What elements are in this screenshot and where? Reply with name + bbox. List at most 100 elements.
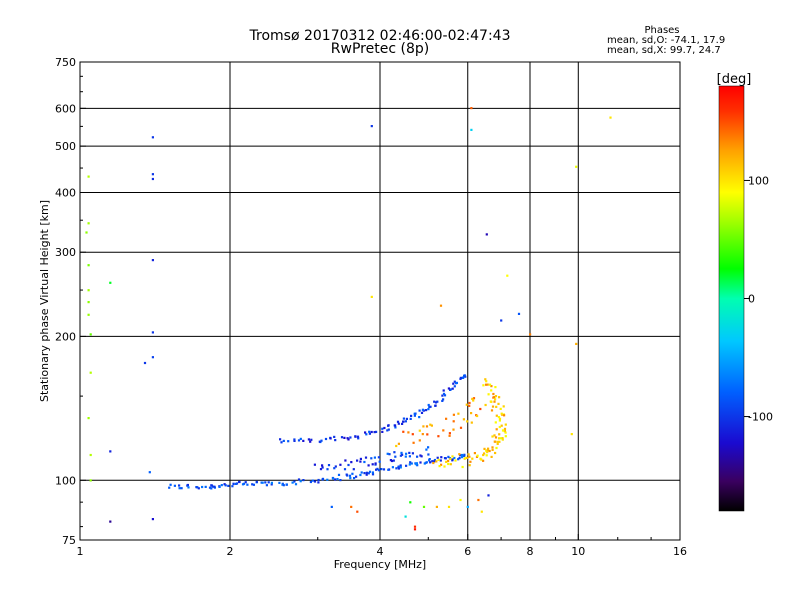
data-point [89,453,92,457]
data-point [452,413,455,416]
data-point [439,459,442,462]
data-point [394,424,397,427]
data-point [351,472,354,475]
data-point [291,481,294,484]
data-point [486,449,489,452]
data-point [394,455,397,458]
data-point [438,465,441,468]
data-point [320,439,323,442]
data-point [224,484,227,487]
data-point [466,505,469,508]
data-point [397,467,400,470]
data-point [441,399,444,402]
data-point [261,481,264,484]
data-point [407,431,410,434]
data-point [349,477,352,480]
data-point [491,435,494,438]
data-point [461,453,464,457]
data-point [444,457,447,460]
data-point [238,480,241,484]
data-point [234,482,238,485]
data-point [493,400,496,403]
x-axis-label: Frequency [MHz] [334,558,426,571]
data-point [383,426,386,430]
data-point [168,486,171,489]
data-point [381,427,384,430]
data-point [498,396,501,399]
data-point [151,177,154,181]
data-point [394,426,397,429]
data-point [443,465,446,468]
data-point [87,301,90,304]
data-point [343,468,347,471]
data-point [426,433,429,436]
x-tick-label: 4 [377,545,384,558]
data-point [151,136,154,139]
data-point [462,418,465,421]
data-point [453,456,456,460]
colorbar-tick-label: 0 [748,293,755,306]
colorbar [718,85,745,512]
data-point [428,405,431,409]
data-point [387,424,390,427]
data-point [386,452,389,455]
data-point [482,453,485,457]
data-point [429,461,432,464]
data-point [395,467,398,470]
data-point [85,231,88,234]
data-point [455,382,458,385]
data-point [421,408,424,411]
data-point [309,440,312,443]
data-point [485,454,488,457]
y-tick-label: 600 [55,102,76,115]
data-point [488,383,492,386]
data-point [445,417,448,420]
data-point [483,447,486,450]
data-point [471,457,474,460]
data-point [422,505,426,508]
data-point [348,474,352,477]
data-point [439,304,443,307]
data-point [378,460,381,463]
data-point [267,481,270,484]
data-point [297,478,301,481]
data-point [449,457,452,460]
data-point [484,403,487,407]
data-point [416,455,419,458]
data-point [480,458,483,461]
data-point [109,520,112,523]
data-point [363,472,366,475]
data-point [370,125,373,128]
data-point [391,466,394,469]
data-point [404,515,407,518]
data-point [279,438,282,441]
data-point [317,481,320,484]
data-point [575,342,578,345]
data-point [498,425,501,429]
data-point [401,453,404,456]
data-point [246,483,249,486]
data-point [270,483,273,486]
data-point [387,428,390,431]
data-point [309,480,312,484]
y-tick-label: 400 [55,186,76,199]
data-point [302,439,305,442]
data-point [447,462,450,466]
data-point [442,398,445,401]
data-point [396,420,400,423]
data-point [487,494,490,497]
data-point [334,478,337,481]
data-point [373,456,376,459]
y-tick-label: 500 [55,140,76,153]
data-point [408,455,411,458]
data-point [453,385,456,388]
data-point [87,175,90,178]
data-point [371,463,374,466]
data-point [451,387,454,390]
data-point [302,479,305,482]
data-point [451,455,454,458]
data-point [502,405,505,408]
data-point [494,451,497,455]
data-point [370,457,373,460]
data-point [345,473,348,476]
